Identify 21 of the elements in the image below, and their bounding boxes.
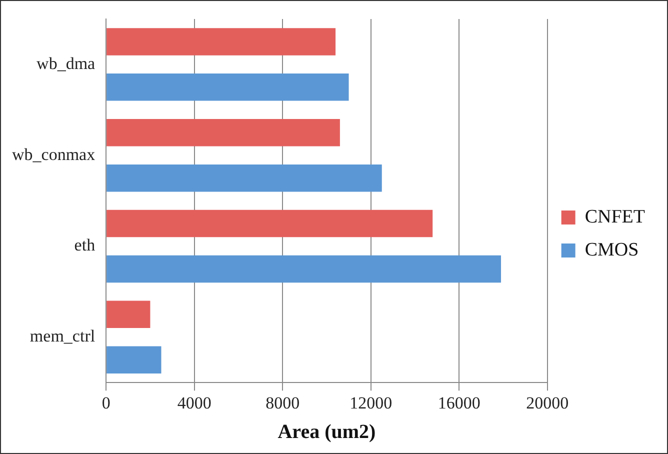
- x-tick-label: 4000: [177, 393, 212, 412]
- x-axis-title: Area (um2): [278, 421, 376, 444]
- bar: [106, 346, 162, 374]
- bar: [106, 255, 501, 283]
- legend-label: CMOS: [584, 239, 639, 260]
- x-tick-label: 0: [102, 393, 110, 412]
- bar: [106, 300, 150, 328]
- y-tick-label: wb_dma: [36, 54, 96, 73]
- bar: [106, 74, 349, 101]
- bar: [106, 118, 340, 146]
- y-tick-label: wb_conmax: [12, 144, 96, 164]
- x-tick-label: 12000: [350, 393, 392, 412]
- x-tick-label: 20000: [526, 393, 569, 412]
- bar: [106, 28, 336, 56]
- legend-label: CNFET: [584, 206, 646, 228]
- x-tick-label: 16000: [438, 393, 480, 412]
- y-tick-label: eth: [74, 236, 96, 255]
- x-tick-label: 8000: [266, 393, 300, 412]
- bar: [106, 164, 382, 192]
- bar: [106, 210, 433, 238]
- y-tick-label: mem_ctrl: [30, 326, 96, 346]
